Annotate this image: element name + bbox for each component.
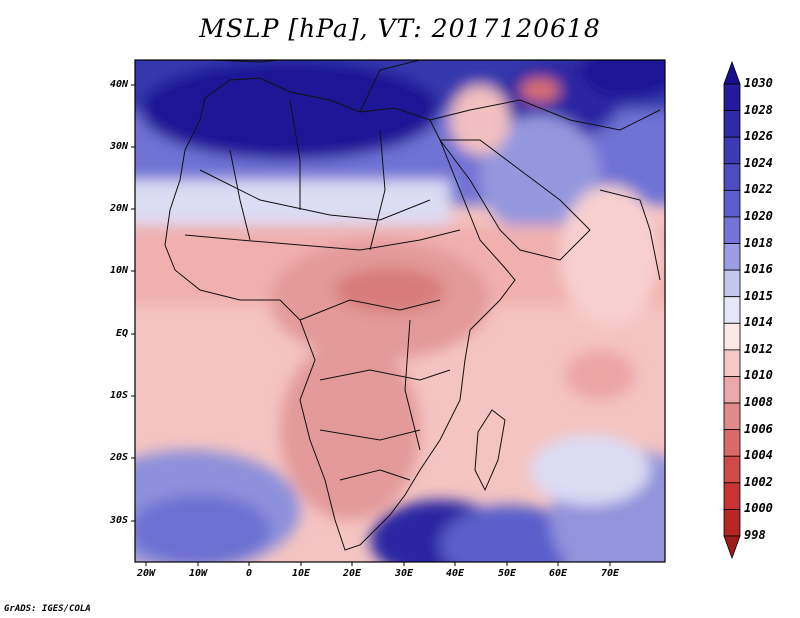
colorbar-level-label: 1016 <box>744 262 773 277</box>
colorbar-bin <box>723 455 741 484</box>
lat-label-40n: 40N <box>109 79 128 90</box>
lat-label-30s: 30S <box>109 515 128 526</box>
colorbar-level-label: 1020 <box>744 208 773 223</box>
lon-label-60e: 60E <box>548 568 568 579</box>
coastlines <box>164 60 661 551</box>
colorbar-bin <box>723 189 741 218</box>
lat-label-30n: 30N <box>109 141 128 152</box>
colorbar-level-label: 1018 <box>744 235 773 250</box>
lat-label-10n: 10N <box>109 265 128 276</box>
colorbar-bin <box>723 136 741 165</box>
lon-label-10e: 10E <box>291 568 311 579</box>
colorbar-bin <box>723 349 741 377</box>
colorbar-level-label: 1010 <box>744 368 773 383</box>
colorbar <box>723 60 741 560</box>
lat-label-10s: 10S <box>109 390 128 401</box>
colorbar-level-label: 1000 <box>744 501 773 516</box>
colorbar-level-label: 1028 <box>744 102 773 117</box>
lon-label-40e: 40E <box>445 568 465 579</box>
colorbar-bin <box>723 269 741 298</box>
lat-label-20s: 20S <box>109 452 128 463</box>
pressure-field <box>135 60 665 562</box>
colorbar-level-label: 1026 <box>744 129 773 144</box>
colorbar-bin <box>723 216 741 244</box>
chart-title: MSLP [hPa], VT: 2017120618 <box>199 14 601 43</box>
colorbar-level-label: 998 <box>744 528 766 542</box>
lon-label-50e: 50E <box>497 568 517 579</box>
colorbar-level-label: 1022 <box>744 182 773 197</box>
lon-label-70e: 70E <box>600 568 620 579</box>
lat-label-20n: 20N <box>109 203 128 214</box>
colorbar-bin <box>723 163 741 191</box>
lon-label-0: 0 <box>245 568 253 579</box>
colorbar-bin <box>723 83 741 111</box>
colorbar-min-triangle <box>723 535 741 560</box>
colorbar-bin <box>723 322 741 351</box>
colorbar-bin <box>723 376 741 404</box>
colorbar-bin <box>723 429 741 457</box>
colorbar-level-label: 1002 <box>744 474 773 489</box>
colorbar-level-label: 1015 <box>744 288 773 303</box>
colorbar-bin <box>723 509 741 537</box>
axis-ticks <box>131 84 611 566</box>
lon-label-20w: 20W <box>136 568 156 579</box>
colorbar-bin <box>723 402 741 431</box>
colorbar-bin <box>723 243 741 271</box>
lon-label-20e: 20E <box>342 568 362 579</box>
colorbar-bin <box>723 296 741 324</box>
colorbar-level-label: 1024 <box>744 155 773 170</box>
grads-credit: GrADS: IGES/COLA <box>4 604 91 614</box>
lon-label-10w: 10W <box>188 568 208 579</box>
lat-label-eq: EQ <box>115 328 128 339</box>
colorbar-level-label: 1008 <box>744 395 773 410</box>
colorbar-max-triangle <box>723 60 741 85</box>
lon-label-30e: 30E <box>394 568 414 579</box>
colorbar-bin <box>723 110 741 138</box>
colorbar-bin <box>723 482 741 510</box>
colorbar-level-label: 1030 <box>744 76 773 90</box>
colorbar-level-label: 1012 <box>744 341 773 356</box>
plot-frame <box>134 59 666 563</box>
colorbar-level-label: 1014 <box>744 315 773 330</box>
colorbar-level-label: 1006 <box>744 421 773 436</box>
colorbar-level-label: 1004 <box>744 448 773 463</box>
